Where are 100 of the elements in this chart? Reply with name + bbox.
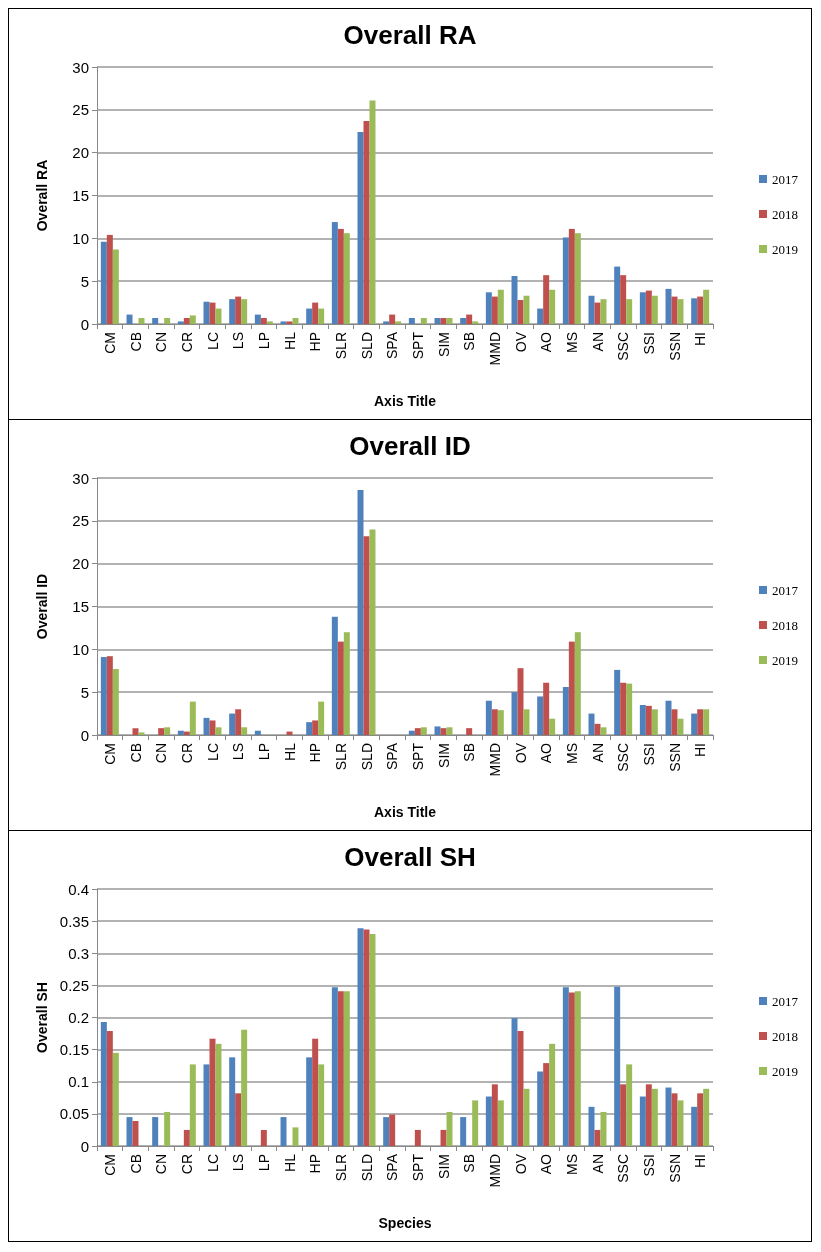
legend-label: 2019 — [772, 1063, 798, 1079]
y-tick-label: 0.15 — [59, 1041, 89, 1059]
chart-title: Overall SH — [344, 842, 476, 872]
x-tick-label: CB — [127, 1154, 144, 1174]
x-tick-label: LC — [204, 1154, 221, 1172]
x-tick-label: MMD — [486, 743, 503, 777]
y-tick-label: 30 — [72, 58, 89, 76]
x-axis-title: Axis Title — [374, 804, 437, 820]
x-tick-label: SSC — [615, 332, 632, 361]
legend-label: 2019 — [772, 652, 798, 668]
y-axis-title: Overall ID — [34, 573, 50, 640]
x-tick-label: SLR — [332, 743, 349, 771]
y-tick-label: 15 — [72, 187, 89, 204]
x-tick-label: SIM — [435, 332, 452, 357]
y-tick-label: 25 — [72, 101, 89, 119]
x-tick-label: HL — [281, 742, 298, 761]
chart-title: Overall ID — [349, 431, 471, 461]
y-tick-label: 0.3 — [68, 944, 89, 962]
x-tick-label: LP — [255, 332, 272, 350]
x-tick-label: SLD — [358, 1154, 375, 1182]
y-tick-label: 10 — [72, 229, 89, 247]
x-tick-label: CM — [101, 1154, 118, 1176]
x-tick-label: SB — [461, 332, 478, 351]
x-tick-label: AN — [589, 743, 606, 763]
y-tick-label: 0.4 — [68, 880, 89, 898]
x-tick-label: HP — [307, 1154, 324, 1174]
x-tick-label: SSN — [666, 332, 683, 361]
x-tick-label: SLR — [332, 332, 349, 360]
legend-label: 2018 — [772, 1028, 798, 1044]
x-tick-label: SB — [461, 1154, 478, 1173]
y-tick-label: 20 — [72, 555, 89, 573]
x-tick-label: SPT — [409, 742, 426, 771]
x-tick-label: SSN — [666, 1154, 683, 1183]
x-tick-label: SPA — [384, 331, 401, 359]
x-tick-label: CN — [153, 332, 170, 353]
x-tick-label: SB — [461, 743, 478, 762]
x-tick-label: LS — [230, 743, 247, 761]
x-tick-label: CR — [178, 332, 195, 353]
x-tick-label: SPA — [384, 1153, 401, 1181]
x-tick-label: SPT — [409, 1153, 426, 1182]
y-tick-label: 0.2 — [68, 1009, 89, 1026]
x-tick-label: LC — [204, 332, 221, 350]
y-tick-label: 20 — [72, 144, 89, 162]
x-tick-label: HI — [692, 1154, 709, 1168]
x-tick-label: MS — [563, 1154, 580, 1175]
x-tick-label: LC — [204, 743, 221, 761]
y-axis-title: Overall SH — [33, 982, 50, 1053]
x-tick-label: HL — [281, 331, 298, 350]
x-tick-label: SIM — [435, 743, 452, 768]
x-tick-label: HL — [281, 1153, 298, 1172]
x-tick-label: CB — [127, 743, 144, 763]
legend-label: 2017 — [772, 993, 799, 1009]
x-tick-label: MS — [563, 743, 580, 764]
x-tick-label: OV — [512, 1153, 529, 1175]
x-tick-label: CM — [101, 332, 118, 354]
y-tick-label: 25 — [72, 512, 89, 530]
y-tick-label: 0 — [80, 1137, 89, 1155]
y-tick-label: 10 — [72, 640, 89, 658]
x-tick-label: CR — [178, 743, 195, 764]
x-tick-label: SLD — [358, 743, 375, 771]
x-tick-label: SSN — [666, 743, 683, 772]
x-tick-label: LP — [255, 743, 272, 761]
x-tick-label: MS — [563, 332, 580, 353]
y-tick-label: 5 — [80, 683, 89, 701]
x-tick-label: SSC — [615, 743, 632, 772]
y-tick-label: 0.1 — [68, 1073, 89, 1091]
y-tick-label: 30 — [72, 469, 89, 487]
x-tick-label: SSI — [640, 332, 657, 355]
legend-label: 2017 — [772, 582, 799, 598]
x-tick-label: AO — [538, 742, 555, 764]
x-tick-label: LS — [230, 332, 247, 350]
x-tick-label: CB — [127, 332, 144, 352]
x-tick-label: CN — [153, 1154, 170, 1175]
x-tick-label: AO — [538, 1153, 555, 1175]
x-tick-label: SSC — [615, 1154, 632, 1183]
x-tick-label: MMD — [486, 332, 503, 366]
x-tick-label: AO — [538, 331, 555, 353]
x-tick-label: AN — [589, 1154, 606, 1174]
y-tick-label: 0 — [80, 315, 89, 333]
x-tick-label: SSI — [640, 743, 657, 766]
x-tick-label: SPT — [409, 331, 426, 360]
x-tick-label: HI — [692, 332, 709, 346]
x-tick-label: LS — [230, 1154, 247, 1172]
x-tick-label: HI — [692, 743, 709, 757]
y-tick-label: 0.35 — [59, 912, 89, 930]
x-tick-label: OV — [512, 331, 529, 353]
x-tick-label: AN — [589, 332, 606, 352]
x-axis-title: Axis Title — [374, 393, 437, 409]
y-tick-label: 0 — [80, 726, 89, 744]
y-tick-label: 0.25 — [59, 976, 89, 994]
x-tick-label: SPA — [384, 742, 401, 770]
legend-label: 2017 — [772, 171, 799, 187]
chart-title: Overall RA — [343, 20, 477, 50]
x-tick-label: LP — [255, 1154, 272, 1172]
y-tick-label: 0.05 — [59, 1105, 89, 1123]
x-tick-label: CR — [178, 1154, 195, 1175]
y-tick-label: 5 — [80, 272, 89, 290]
x-tick-label: OV — [512, 742, 529, 764]
x-tick-label: SLD — [358, 332, 375, 360]
x-tick-label: CM — [101, 743, 118, 765]
